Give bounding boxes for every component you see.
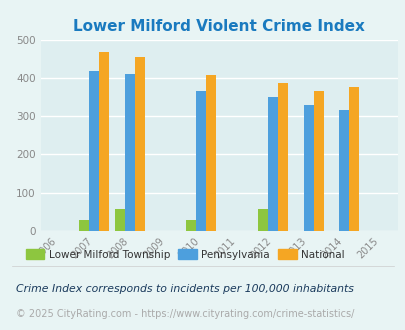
Text: © 2025 CityRating.com - https://www.cityrating.com/crime-statistics/: © 2025 CityRating.com - https://www.city… [16,309,354,319]
Bar [79,219,89,231]
Bar [257,209,267,231]
Bar [313,90,323,231]
Bar [339,111,348,231]
Bar [99,52,109,231]
Bar [186,219,196,231]
Title: Lower Milford Violent Crime Index: Lower Milford Violent Crime Index [73,19,364,34]
Bar [89,71,99,231]
Bar [134,57,145,231]
Bar [206,75,216,231]
Legend: Lower Milford Township, Pennsylvania, National: Lower Milford Township, Pennsylvania, Na… [21,245,348,264]
Bar [196,91,206,231]
Text: Crime Index corresponds to incidents per 100,000 inhabitants: Crime Index corresponds to incidents per… [16,284,353,294]
Bar [115,209,125,231]
Bar [303,105,313,231]
Bar [125,74,134,231]
Bar [348,87,358,231]
Bar [267,97,277,231]
Bar [277,83,287,231]
